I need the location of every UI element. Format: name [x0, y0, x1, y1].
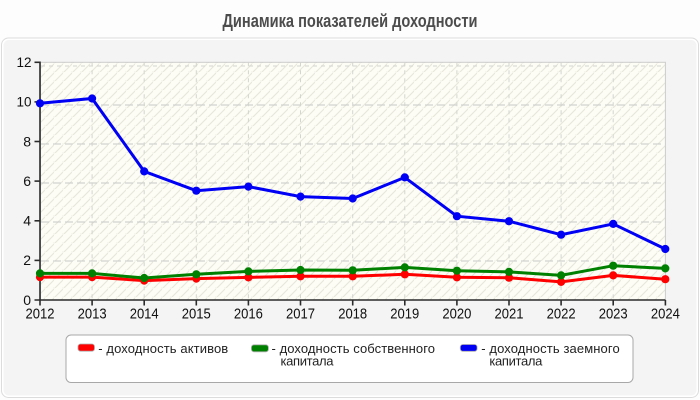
svg-text:2018: 2018 — [338, 305, 367, 322]
svg-text:2024: 2024 — [651, 305, 680, 322]
svg-text:12: 12 — [17, 54, 32, 70]
svg-text:2014: 2014 — [130, 305, 159, 322]
svg-text:2012: 2012 — [26, 305, 55, 322]
svg-text:капитала: капитала — [489, 354, 543, 369]
svg-text:2013: 2013 — [78, 305, 107, 322]
svg-text:2017: 2017 — [286, 305, 315, 322]
svg-text:2019: 2019 — [390, 305, 419, 322]
svg-text:2015: 2015 — [182, 305, 211, 322]
svg-text:- доходность заемного: - доходность заемного — [481, 341, 620, 356]
svg-text:10: 10 — [17, 94, 32, 110]
svg-text:2020: 2020 — [442, 305, 471, 322]
svg-text:8: 8 — [23, 133, 31, 149]
svg-text:капитала: капитала — [281, 354, 335, 369]
svg-text:4: 4 — [23, 213, 31, 229]
svg-text:2016: 2016 — [234, 305, 263, 322]
svg-text:Динамика показателей доходност: Динамика показателей доходности — [223, 11, 478, 31]
svg-text:- доходность активов: - доходность активов — [98, 341, 228, 356]
svg-text:- доходность собственного: - доходность собственного — [272, 341, 436, 356]
svg-text:2023: 2023 — [599, 305, 628, 322]
svg-text:2: 2 — [23, 252, 31, 268]
svg-text:2021: 2021 — [495, 305, 524, 322]
svg-text:0: 0 — [23, 292, 31, 308]
svg-text:2022: 2022 — [547, 305, 576, 322]
svg-text:6: 6 — [23, 173, 31, 189]
